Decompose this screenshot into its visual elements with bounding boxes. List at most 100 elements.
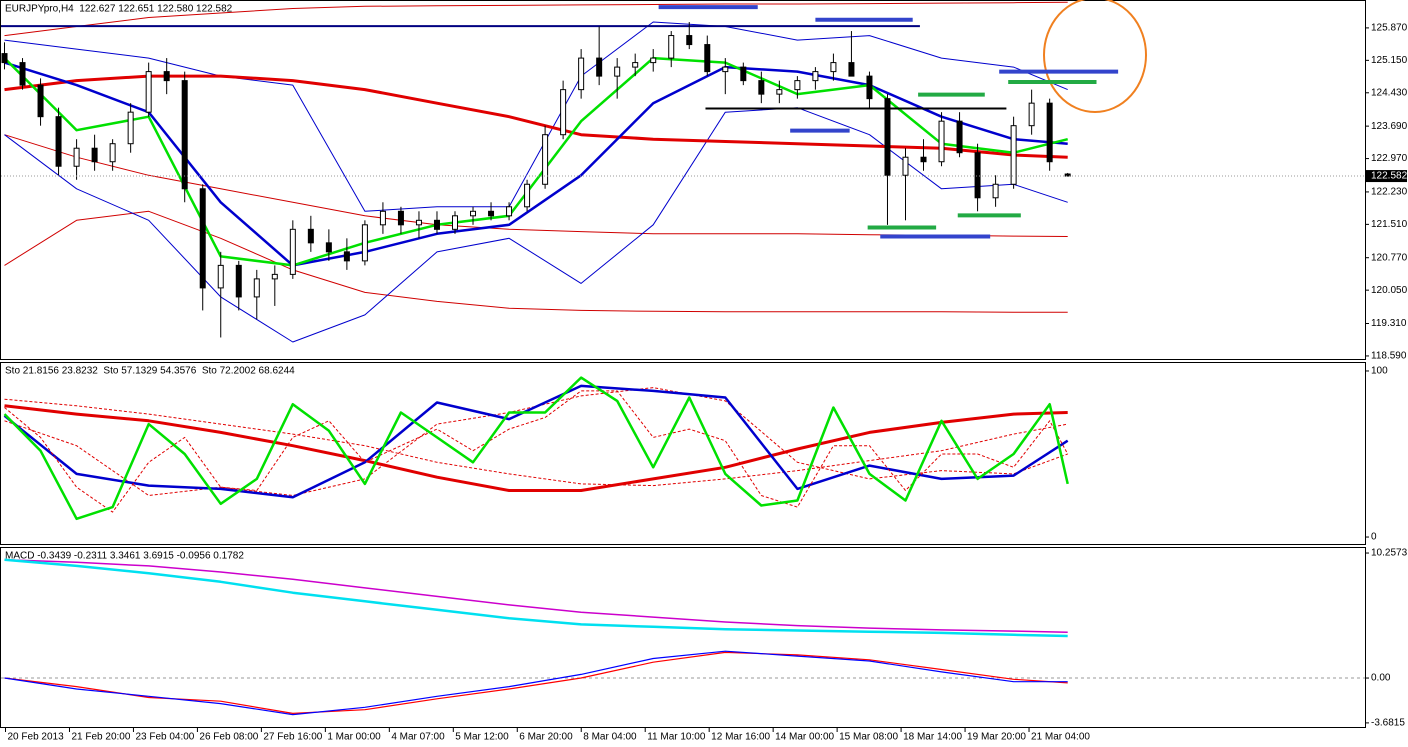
candle-body — [974, 152, 981, 199]
y-tick-label: 119.310 — [1371, 318, 1407, 329]
x-tick-label: 1 Mar 00:00 — [327, 732, 381, 743]
indicator-line — [4, 650, 1068, 716]
y-tick-label: 122.970 — [1371, 153, 1408, 164]
indicator-line — [4, 404, 1068, 492]
candle-body — [920, 156, 927, 163]
y-tick-label: 0 — [1371, 532, 1377, 543]
y-tick-label: 121.510 — [1371, 219, 1408, 230]
macd-frame — [0, 547, 1366, 728]
candle-body — [884, 98, 891, 176]
candle-body — [325, 242, 332, 253]
candle-body — [488, 210, 495, 217]
x-tick-label: 4 Mar 07:00 — [391, 732, 445, 743]
candle-body — [704, 44, 711, 73]
y-tick-label: 100 — [1371, 366, 1388, 377]
candle-body — [506, 206, 513, 217]
candle-body — [271, 273, 278, 280]
indicator-line — [3, 376, 1069, 521]
x-tick-label: 5 Mar 12:00 — [455, 732, 509, 743]
x-tick-label: 11 Mar 10:00 — [647, 732, 706, 743]
candle-body — [452, 215, 458, 230]
candle-body — [253, 278, 260, 298]
panel-frames — [0, 0, 1366, 728]
candle-body — [1046, 102, 1053, 163]
candle-body — [578, 57, 585, 91]
panel-title: MACD -0.3439 -0.2311 3.3461 3.6915 -0.09… — [5, 551, 244, 562]
indicator-line — [4, 1, 1068, 37]
indicator-line — [3, 384, 1069, 499]
x-tick-label: 6 Mar 20:00 — [519, 732, 573, 743]
candle-body — [199, 188, 206, 289]
candle-body — [343, 251, 350, 262]
candle-body — [145, 71, 152, 113]
candle-body — [560, 89, 567, 136]
y-tick-label: 120.770 — [1371, 252, 1408, 263]
candle-body — [19, 62, 26, 86]
candle-body — [596, 57, 603, 77]
candle-body — [307, 228, 314, 244]
candle-body — [848, 62, 855, 77]
candle-body — [37, 84, 44, 118]
y-tick-label: 118.590 — [1371, 351, 1407, 362]
x-tick-label: 15 Mar 08:00 — [839, 732, 898, 743]
x-tick-label: 8 Mar 04:00 — [583, 732, 637, 743]
candle-body — [650, 57, 657, 64]
candle-body — [163, 71, 170, 82]
candle-body — [397, 210, 404, 226]
candle-body — [524, 183, 531, 208]
candle-body — [415, 219, 422, 226]
candle-body — [1064, 173, 1071, 177]
candle-body — [632, 62, 639, 68]
x-tick-label: 12 Mar 16:00 — [711, 732, 770, 743]
indicator-line — [4, 559, 1068, 634]
indicator-line — [4, 210, 1068, 313]
candle-body — [55, 116, 62, 167]
y-tick-label: 120.050 — [1371, 285, 1408, 296]
candle-body — [902, 156, 909, 176]
indicator-line — [4, 390, 1069, 513]
price-frame — [0, 0, 1366, 360]
last-price-box — [1366, 170, 1407, 183]
candle-body — [956, 120, 963, 154]
candle-body — [776, 89, 783, 95]
x-tick-label: 18 Mar 14:00 — [903, 732, 962, 743]
y-tick-label: 0.00 — [1371, 673, 1391, 684]
candle-body — [73, 147, 80, 167]
candle-body — [433, 219, 440, 230]
candle-body — [91, 147, 98, 163]
candle-body — [938, 120, 945, 163]
y-tick-label: 10.2573 — [1371, 548, 1408, 559]
x-tick-label: 26 Feb 08:00 — [199, 732, 258, 743]
candle-body — [740, 66, 747, 82]
indicator-line — [4, 398, 1068, 487]
x-tick-label: 14 Mar 00:00 — [775, 732, 834, 743]
indicator-line — [4, 558, 1068, 638]
y-tick-label: 125.150 — [1371, 55, 1408, 66]
candle-body — [109, 143, 116, 163]
candle-body — [127, 111, 134, 145]
candle-body — [1010, 125, 1017, 185]
candle-body — [992, 183, 999, 199]
candle-body — [830, 62, 837, 73]
candle-body — [235, 264, 242, 298]
candle-body — [866, 75, 873, 100]
candle-body — [614, 66, 621, 77]
x-tick-label: 20 Feb 2013 — [8, 732, 65, 743]
x-tick-label: 27 Feb 16:00 — [263, 732, 322, 743]
annotation-ellipse — [1043, 0, 1147, 113]
x-tick-label: 23 Feb 04:00 — [135, 732, 194, 743]
candle-body — [217, 264, 224, 289]
candle-body — [1028, 102, 1035, 127]
x-tick-label: 21 Mar 04:00 — [1031, 732, 1090, 743]
x-tick-label: 21 Feb 20:00 — [71, 732, 130, 743]
last-price-label: 122.582 — [1371, 171, 1408, 182]
candle-body — [379, 210, 386, 226]
panel-title: Sto 21.8156 23.8232 Sto 57.1329 54.3576 … — [5, 366, 295, 377]
candle-body — [1, 53, 8, 64]
candle-body — [686, 35, 693, 46]
y-tick-label: 124.430 — [1371, 87, 1408, 98]
candle-body — [542, 134, 549, 185]
